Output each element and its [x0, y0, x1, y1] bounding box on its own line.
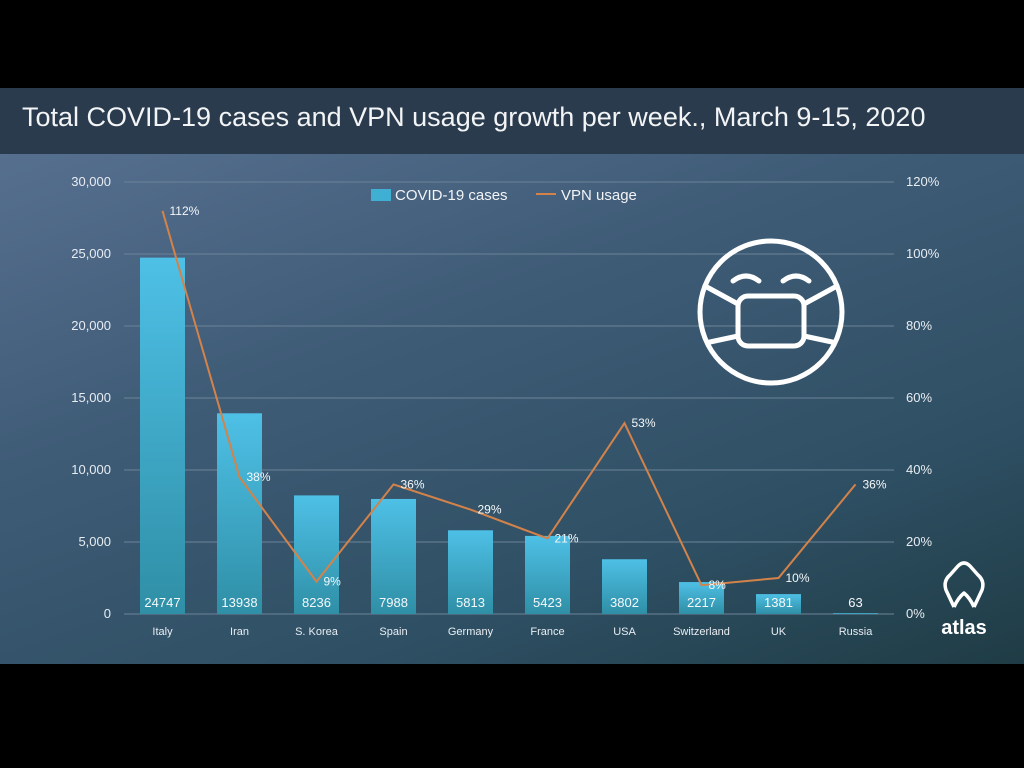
category-label: France	[530, 626, 564, 638]
category-labels: Italy Iran S. Korea Spain Germany France USA Sw…	[152, 626, 873, 638]
right-tick-label: 40%	[906, 462, 932, 477]
category-label: UK	[771, 626, 787, 638]
legend: COVID-19 cases VPN usage	[371, 187, 637, 204]
line-value-label: 29%	[478, 503, 502, 517]
line-value-label: 36%	[401, 477, 425, 491]
category-label: Italy	[152, 626, 173, 638]
line-value-label: 9%	[324, 575, 342, 589]
line-value-label: 21%	[555, 531, 579, 545]
line-value-label: 8%	[709, 578, 727, 592]
category-label: S. Korea	[295, 626, 339, 638]
legend-label-bars: COVID-19 cases	[395, 187, 508, 204]
bar-value-label: 1381	[764, 595, 793, 610]
left-tick-label: 10,000	[71, 462, 111, 477]
vpn-line	[161, 210, 857, 587]
line-value-label: 38%	[247, 470, 271, 484]
atlas-logo-icon	[943, 561, 985, 608]
bar	[602, 559, 647, 614]
left-tick-label: 0	[104, 606, 111, 621]
combo-chart: 0 5,000 10,000 15,000 20,000 25,000 30,000 0% 2…	[71, 174, 987, 639]
right-tick-label: 120%	[906, 174, 940, 189]
bar-value-label: 13938	[221, 595, 257, 610]
right-tick-label: 80%	[906, 318, 932, 333]
bar-value-label: 5423	[533, 595, 562, 610]
category-label: USA	[613, 626, 636, 638]
bar-series: 24747 13938 8236 7988 5813 5423 3802 2217 1381 63	[140, 257, 878, 614]
bar	[448, 530, 493, 614]
category-label: Germany	[448, 626, 494, 638]
atlas-logo: atlas	[941, 561, 987, 639]
chart-slide: Total COVID-19 cases and VPN usage growt…	[0, 88, 1024, 664]
bar-value-label: 63	[848, 595, 862, 610]
bar	[525, 535, 570, 614]
legend-swatch-bars	[371, 189, 391, 201]
category-label: Spain	[379, 626, 407, 638]
left-tick-label: 25,000	[71, 246, 111, 261]
line-value-label: 10%	[786, 571, 810, 585]
right-tick-label: 0%	[906, 606, 925, 621]
bar	[294, 495, 339, 614]
line-value-label: 112%	[170, 204, 200, 218]
line-value-label: 53%	[632, 416, 656, 430]
bar-value-label: 3802	[610, 595, 639, 610]
bar-value-label: 5813	[456, 595, 485, 610]
bar	[756, 594, 801, 614]
line-series: 112% 38% 9% 36% 29% 21% 53% 8% 10% 36%	[161, 204, 887, 592]
brand-name: atlas	[941, 617, 987, 639]
bar-value-label: 7988	[379, 595, 408, 610]
left-tick-label: 5,000	[78, 534, 111, 549]
right-axis-ticks: 0% 20% 40% 60% 80% 100% 120%	[906, 174, 940, 621]
bar	[679, 582, 724, 614]
category-label: Iran	[230, 626, 249, 638]
bar-value-label: 8236	[302, 595, 331, 610]
category-label: Russia	[839, 626, 874, 638]
right-tick-label: 100%	[906, 246, 940, 261]
category-label: Switzerland	[673, 626, 730, 638]
bar	[371, 498, 416, 614]
bar-value-label: 24747	[144, 595, 180, 610]
line-value-label: 36%	[863, 477, 887, 491]
bar	[217, 413, 262, 614]
bar	[140, 257, 185, 614]
left-tick-label: 20,000	[71, 318, 111, 333]
left-axis-ticks: 0 5,000 10,000 15,000 20,000 25,000 30,000	[71, 174, 111, 621]
right-tick-label: 60%	[906, 390, 932, 405]
left-tick-label: 15,000	[71, 390, 111, 405]
bar-value-label: 2217	[687, 595, 716, 610]
bar	[833, 613, 878, 614]
left-tick-label: 30,000	[71, 174, 111, 189]
face-mask-icon	[697, 238, 845, 386]
right-tick-label: 20%	[906, 534, 932, 549]
legend-label-line: VPN usage	[561, 187, 637, 204]
chart-title: Total COVID-19 cases and VPN usage growt…	[22, 102, 926, 132]
title-bar: Total COVID-19 cases and VPN usage growt…	[0, 88, 1024, 154]
